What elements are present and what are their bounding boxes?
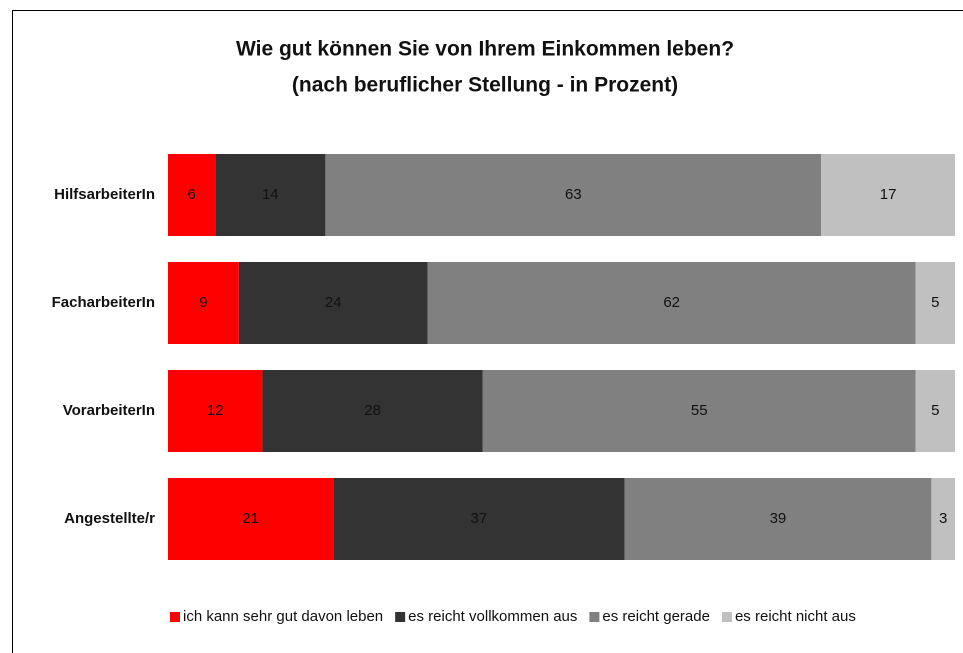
legend-swatch xyxy=(721,612,732,622)
category-label: HilfsarbeiterIn xyxy=(54,186,155,203)
bar-segment xyxy=(482,370,916,452)
bar-segment xyxy=(262,370,483,452)
bar-segment xyxy=(168,262,239,344)
category-label: VorarbeiterIn xyxy=(63,402,155,419)
data-label: 3 xyxy=(939,510,947,527)
legend-swatch xyxy=(589,612,600,622)
bar-segment xyxy=(168,370,263,452)
bar-segment xyxy=(427,262,916,344)
chart-subtitle: (nach beruflicher Stellung - in Prozent) xyxy=(292,74,678,97)
data-label: 63 xyxy=(565,186,582,203)
legend-label: ich kann sehr gut davon leben xyxy=(183,608,383,625)
data-label: 6 xyxy=(187,186,195,203)
data-label: 14 xyxy=(262,186,279,203)
data-label: 39 xyxy=(770,510,787,527)
data-label: 5 xyxy=(931,402,939,419)
data-label: 37 xyxy=(471,510,488,527)
chart-title: Wie gut können Sie von Ihrem Einkommen l… xyxy=(236,38,734,61)
bar-segment xyxy=(168,478,334,560)
data-label: 21 xyxy=(242,510,259,527)
category-label: Angestellte/r xyxy=(64,510,155,527)
bar-segment xyxy=(624,478,932,560)
bar-segment xyxy=(333,478,625,560)
legend-label: es reicht nicht aus xyxy=(735,608,856,625)
data-label: 9 xyxy=(199,294,207,311)
category-label: FacharbeiterIn xyxy=(52,294,155,311)
legend-swatch xyxy=(170,612,180,622)
data-label: 17 xyxy=(880,186,897,203)
data-label: 12 xyxy=(207,402,224,419)
data-label: 5 xyxy=(931,294,939,311)
bar-segment xyxy=(215,154,326,236)
bar-segment xyxy=(238,262,428,344)
data-label: 55 xyxy=(691,402,708,419)
bar-segment xyxy=(168,154,216,236)
bar-segment xyxy=(325,154,822,236)
bar-segment xyxy=(915,370,955,452)
bar-segment xyxy=(821,154,955,236)
data-label: 24 xyxy=(325,294,342,311)
legend-label: es reicht gerade xyxy=(602,608,710,625)
data-label: 62 xyxy=(663,294,680,311)
legend-swatch xyxy=(395,612,406,622)
data-label: 28 xyxy=(364,402,381,419)
bar-segment xyxy=(915,262,955,344)
legend-label: es reicht vollkommen aus xyxy=(408,608,577,625)
bar-segment xyxy=(931,478,955,560)
